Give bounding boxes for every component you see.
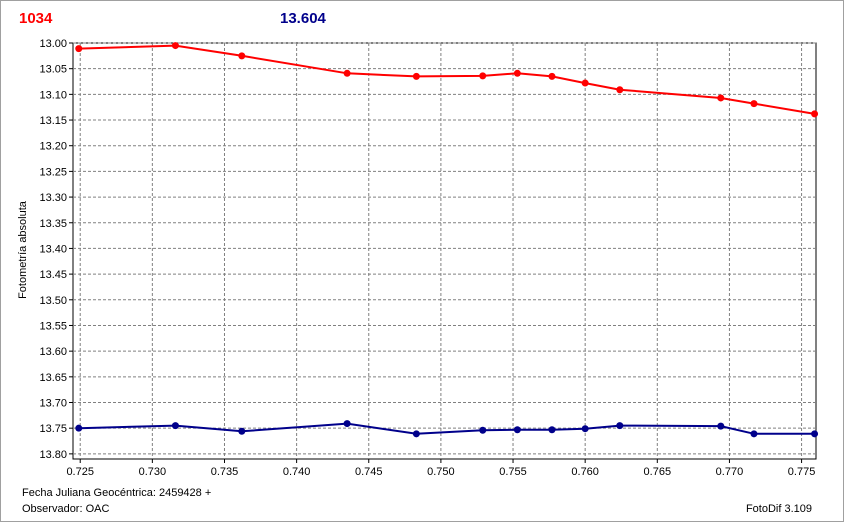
julian-date-label: Fecha Juliana Geocéntrica: 2459428 +	[22, 487, 212, 499]
data-point	[343, 420, 351, 428]
y-tick-label: 13.50	[39, 295, 67, 307]
software-version-label: FotoDif 3.109	[745, 503, 812, 515]
data-point	[717, 422, 725, 430]
x-axis: 0.725 0.730 0.735 0.740 0.745 0.750 0.755 0.760…	[66, 459, 815, 478]
data-point	[238, 52, 246, 60]
data-point	[75, 424, 83, 432]
x-tick-label: 0.725	[66, 466, 94, 478]
y-axis-label: Fotometría absoluta	[17, 200, 29, 299]
y-tick-label: 13.35	[39, 218, 67, 230]
y-tick-label: 13.80	[39, 449, 67, 461]
data-point	[581, 425, 589, 433]
y-tick-label: 13.10	[39, 89, 67, 101]
x-tick-label: 0.740	[283, 466, 311, 478]
y-tick-label: 13.00	[39, 38, 67, 50]
x-tick-label: 0.775	[788, 466, 816, 478]
y-tick-label: 13.15	[39, 115, 67, 127]
y-tick-label: 13.55	[39, 320, 67, 332]
x-tick-label: 0.755	[499, 466, 527, 478]
observer-label: Observador: OAC	[22, 503, 110, 515]
y-tick-label: 13.30	[39, 192, 67, 204]
data-point	[616, 422, 624, 430]
data-point	[616, 86, 624, 94]
x-tick-label: 0.730	[139, 466, 167, 478]
x-tick-label: 0.750	[427, 466, 455, 478]
data-point	[171, 42, 179, 50]
magnitude-label: 13.604	[280, 10, 326, 27]
data-point	[479, 426, 487, 434]
x-tick-label: 0.760	[571, 466, 599, 478]
object-id-label: 1034	[19, 10, 53, 27]
y-axis: 13.00 13.05 13.10 13.15 13.20 13.25 13.30 13.35…	[39, 38, 73, 461]
data-point	[548, 72, 556, 80]
y-tick-label: 13.40	[39, 243, 67, 255]
data-point	[750, 430, 758, 438]
data-point	[750, 100, 758, 108]
data-point	[412, 430, 420, 438]
data-point	[581, 79, 589, 87]
data-point	[811, 430, 819, 438]
grid	[73, 42, 816, 459]
data-point	[343, 69, 351, 77]
data-point	[238, 427, 246, 435]
y-tick-label: 13.60	[39, 346, 67, 358]
data-point	[513, 69, 521, 77]
x-tick-label: 0.765	[644, 466, 672, 478]
series-layer	[75, 42, 819, 438]
y-tick-label: 13.20	[39, 141, 67, 153]
data-point	[412, 72, 420, 80]
data-point	[75, 45, 83, 53]
y-tick-label: 13.65	[39, 372, 67, 384]
x-tick-label: 0.770	[716, 466, 744, 478]
y-tick-label: 13.25	[39, 166, 67, 178]
x-tick-label: 0.735	[211, 466, 239, 478]
data-point	[811, 110, 819, 118]
x-tick-label: 0.745	[355, 466, 383, 478]
y-tick-label: 13.05	[39, 64, 67, 76]
data-point	[171, 422, 179, 430]
y-tick-label: 13.45	[39, 269, 67, 281]
data-point	[513, 426, 521, 434]
plot-area	[72, 42, 817, 460]
data-point	[548, 426, 556, 434]
data-point	[479, 72, 487, 80]
y-tick-label: 13.70	[39, 398, 67, 410]
y-tick-label: 13.75	[39, 423, 67, 435]
data-point	[717, 94, 725, 102]
